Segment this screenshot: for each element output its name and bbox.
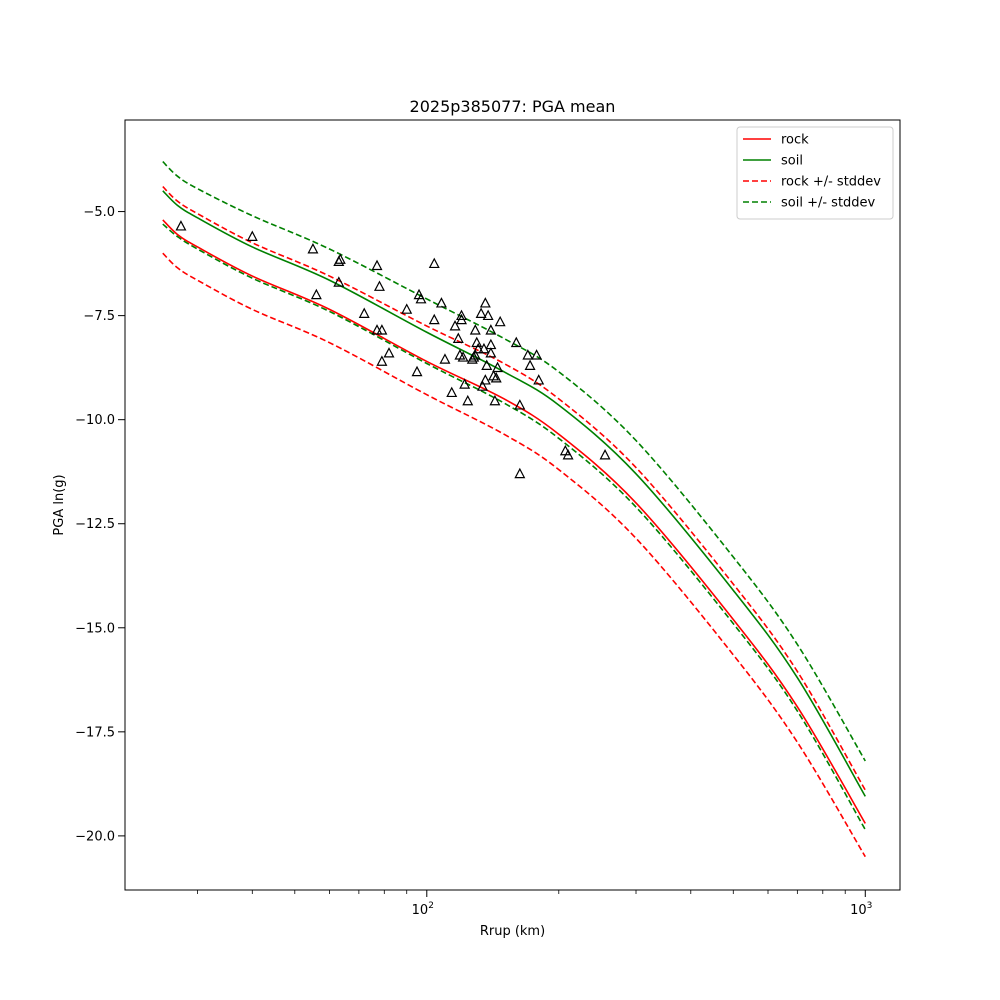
observation-point (522, 349, 534, 360)
observation-point (488, 369, 500, 381)
observation-point (482, 309, 494, 321)
observation-point (514, 399, 526, 410)
observation-point (494, 315, 506, 327)
y-tick-label: −5.0 (83, 205, 115, 220)
observation-point (469, 324, 481, 335)
observation-point (373, 280, 385, 291)
legend-label: soil +/- stddev (781, 196, 876, 211)
observation-point (531, 349, 543, 360)
legend: rock soil rock +/- stddev soil +/- stddev (736, 126, 894, 220)
observation-point (415, 292, 427, 304)
observation-point (428, 313, 440, 325)
y-tick-label: −17.5 (75, 725, 115, 740)
legend-label: rock +/- stddev (781, 175, 881, 190)
observation-point (514, 467, 526, 479)
observation-point (485, 324, 497, 335)
observation-point (457, 351, 469, 362)
observation-point (492, 361, 504, 373)
observation-point (485, 347, 497, 358)
observation-point (401, 303, 413, 314)
observation-point (459, 378, 471, 389)
observation-point (439, 353, 451, 364)
axis-layer: 102 103−20.0−17.5−15.0−12.5−10.0−7.5−5.0 (75, 205, 872, 918)
legend-label: soil (781, 154, 803, 169)
x-axis-label: Rrup (km) (480, 924, 545, 939)
series-layer (162, 161, 866, 858)
y-axis-label: PGA ln(g) (52, 474, 67, 535)
observation-point (524, 359, 536, 370)
observation-point (333, 276, 345, 287)
observation-point (310, 288, 322, 300)
plot-frame (124, 119, 901, 891)
legend-label: rock (781, 133, 809, 148)
observation-point (533, 374, 545, 385)
observation-point (246, 230, 258, 241)
observation-point (376, 355, 388, 366)
observation-point (472, 342, 484, 354)
series-line-soil-stddev-5 (162, 223, 866, 831)
y-tick-label: −15.0 (75, 621, 115, 636)
observation-point (469, 349, 481, 360)
observation-point (358, 307, 370, 318)
observation-point (510, 336, 522, 348)
observation-point (175, 220, 187, 231)
y-tick-label: −7.5 (83, 309, 115, 324)
observation-point (475, 307, 487, 318)
observation-point (307, 243, 319, 254)
observation-point (477, 380, 489, 391)
observation-point (435, 297, 447, 308)
observation-point (371, 259, 383, 271)
y-tick-label: −20.0 (75, 829, 115, 844)
observation-point (490, 372, 502, 383)
observation-point (449, 320, 461, 331)
observations-layer (175, 220, 611, 479)
chart-title: 2025p385077: PGA mean (410, 97, 616, 116)
observation-point (452, 332, 464, 343)
series-line-rock-0 (162, 219, 866, 824)
observation-point (479, 297, 491, 308)
observation-point (411, 365, 423, 377)
observation-point (334, 253, 346, 264)
series-line-rock-stddev-3 (162, 252, 866, 858)
y-tick-label: −12.5 (75, 517, 115, 532)
observation-point (489, 394, 501, 406)
series-line-soil-1 (162, 190, 866, 797)
observation-point (376, 324, 388, 335)
observation-point (462, 394, 474, 406)
observation-point (456, 309, 468, 321)
legend-box (736, 126, 894, 220)
observation-point (383, 347, 395, 358)
observation-point (599, 449, 611, 460)
observation-point (428, 257, 440, 269)
observation-point (479, 374, 491, 385)
observation-point (481, 359, 493, 370)
observation-point (446, 386, 458, 398)
observation-point (562, 449, 574, 460)
y-tick-label: −10.0 (75, 413, 115, 428)
observation-point (456, 313, 468, 325)
